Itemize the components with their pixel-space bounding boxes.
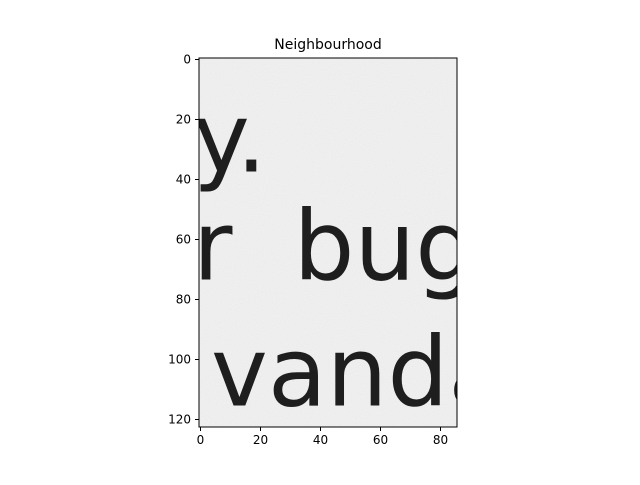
image-text-line: y. [193,83,267,195]
x-tick-label: 40 [313,433,328,447]
image-text-line: vanda [211,317,507,429]
y-tick-label: 0 [183,53,191,67]
y-tick-label: 20 [176,113,191,127]
image-text-line: r bug [193,191,476,303]
x-tick-label: 80 [433,433,448,447]
image-background [199,58,457,427]
x-tick-label: 20 [253,433,268,447]
y-tick-label: 120 [168,413,191,427]
image-layer: y.r bug vanda [193,58,507,429]
chart-title: Neighbourhood [274,37,381,53]
image-text-group: y.r bug vanda [193,83,507,429]
y-tick-label: 100 [168,353,191,367]
y-tick-label: 80 [176,293,191,307]
y-tick-label: 40 [176,173,191,187]
plot-frame [198,57,458,428]
x-tick-label: 60 [373,433,388,447]
x-tick-label: 0 [197,433,205,447]
y-axis: 0 20 40 60 80 100 120 [168,53,199,427]
x-axis: 0 20 40 60 80 [197,427,448,447]
y-tick-label: 60 [176,233,191,247]
